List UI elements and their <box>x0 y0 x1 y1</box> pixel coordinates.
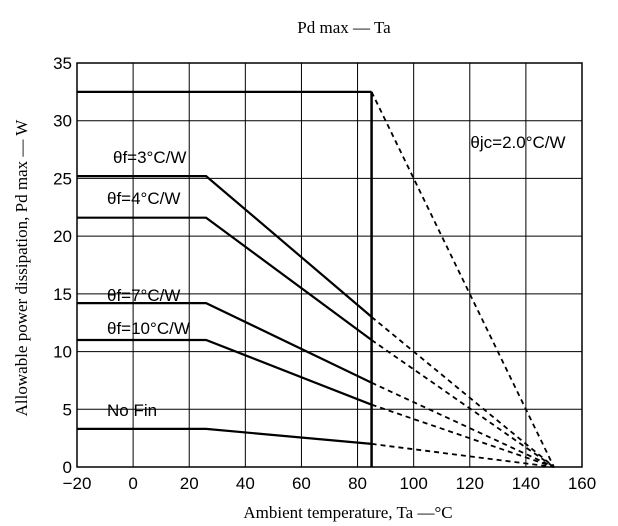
series-dashed-5 <box>371 443 555 468</box>
series-dashed-3 <box>371 381 555 468</box>
series-label: θf=10°C/W <box>107 319 190 338</box>
x-tick-label: 100 <box>399 474 427 493</box>
y-tick-label: 25 <box>53 169 72 188</box>
x-tick-label: 0 <box>128 474 137 493</box>
y-tick-label: 10 <box>53 343 72 362</box>
y-tick-label: 30 <box>53 112 72 131</box>
series-line-2 <box>77 216 373 341</box>
series-dashed-1 <box>371 316 555 468</box>
y-tick-label: 35 <box>53 54 72 73</box>
x-tick-label: 140 <box>512 474 540 493</box>
series-labels: θf=3°C/W θf=4°C/W θf=7°C/W θf=10°C/W No Fin <box>107 148 190 420</box>
series-dashed-2 <box>371 339 555 468</box>
x-tick-labels: −20 0 20 40 60 80 100 120 140 160 <box>63 474 597 493</box>
y-tick-labels: 0 5 10 15 20 25 30 35 <box>53 54 72 477</box>
series-label: θf=7°C/W <box>107 286 180 305</box>
chart-title: Pd max — Ta <box>297 18 391 37</box>
plot-frame <box>76 62 583 468</box>
derating-curves <box>77 90 555 468</box>
x-tick-label: 120 <box>456 474 484 493</box>
series-line-5 <box>77 427 372 445</box>
series-dashed-0 <box>370 91 555 468</box>
y-tick-label: 5 <box>63 400 72 419</box>
series-line-1 <box>77 175 373 318</box>
series-label: No Fin <box>107 401 157 420</box>
y-axis-label: Allowable power dissipation, Pd max — W <box>12 119 31 417</box>
x-tick-label: 160 <box>568 474 596 493</box>
y-tick-label: 15 <box>53 285 72 304</box>
x-tick-label: 20 <box>180 474 199 493</box>
theta-jc-annotation: θjc=2.0°C/W <box>470 133 565 152</box>
series-label: θf=3°C/W <box>113 148 186 167</box>
series-line-3 <box>77 302 373 384</box>
series-label: θf=4°C/W <box>107 189 180 208</box>
y-tick-label: 20 <box>53 227 72 246</box>
x-tick-label: 60 <box>292 474 311 493</box>
x-axis-label: Ambient temperature, Ta —°C <box>243 503 452 522</box>
series-line-4 <box>77 338 373 406</box>
series-dashed-4 <box>371 403 555 468</box>
x-tick-label: 80 <box>348 474 367 493</box>
x-tick-label: −20 <box>63 474 92 493</box>
x-tick-label: 40 <box>236 474 255 493</box>
y-tick-label: 0 <box>63 458 72 477</box>
